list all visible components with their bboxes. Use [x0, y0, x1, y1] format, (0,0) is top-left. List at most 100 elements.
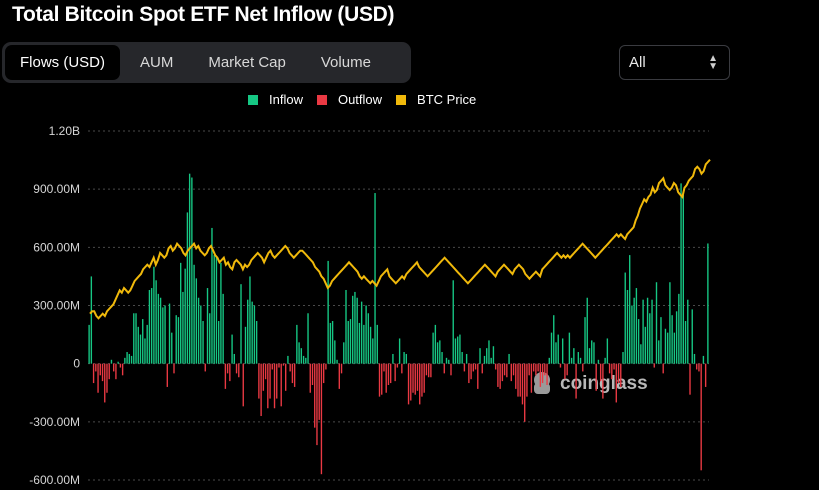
inflow-bar[interactable] [550, 332, 553, 364]
inflow-bar[interactable] [593, 342, 595, 364]
legend-item-inflow[interactable]: Inflow [248, 92, 303, 107]
outflow-bar[interactable] [662, 363, 664, 374]
outflow-bar[interactable] [481, 363, 483, 374]
outflow-bar[interactable] [468, 363, 470, 384]
inflow-bar[interactable] [110, 359, 113, 364]
outflow-bar[interactable] [235, 363, 238, 374]
inflow-bar[interactable] [240, 284, 242, 364]
outflow-bar[interactable] [92, 363, 95, 384]
outflow-bar[interactable] [595, 363, 597, 391]
outflow-bar[interactable] [615, 363, 617, 403]
inflow-bar[interactable] [300, 348, 303, 364]
inflow-bar[interactable] [148, 289, 151, 364]
inflow-bar[interactable] [573, 348, 575, 364]
outflow-bar[interactable] [450, 363, 452, 376]
outflow-bar[interactable] [416, 363, 419, 391]
inflow-bar[interactable] [360, 301, 363, 364]
inflow-bar[interactable] [640, 344, 642, 364]
inflow-bar[interactable] [206, 288, 209, 364]
inflow-bar[interactable] [553, 315, 555, 364]
outflow-bar[interactable] [463, 363, 466, 372]
outflow-bar[interactable] [477, 363, 479, 389]
inflow-bar[interactable] [193, 264, 195, 364]
inflow-bar[interactable] [345, 289, 347, 364]
inflow-bar[interactable] [135, 313, 137, 364]
inflow-bar[interactable] [680, 183, 682, 364]
inflow-bar[interactable] [675, 311, 678, 364]
inflow-bar[interactable] [202, 321, 204, 364]
inflow-bar[interactable] [249, 276, 251, 364]
inflow-bar[interactable] [629, 255, 631, 364]
inflow-bar[interactable] [180, 262, 182, 364]
outflow-bar[interactable] [499, 363, 501, 389]
outflow-bar[interactable] [387, 363, 390, 385]
outflow-bar[interactable] [383, 363, 385, 372]
outflow-bar[interactable] [696, 363, 698, 370]
inflow-bar[interactable] [153, 266, 155, 364]
outflow-bar[interactable] [378, 363, 381, 397]
inflow-bar[interactable] [124, 357, 126, 364]
outflow-bar[interactable] [537, 363, 539, 372]
inflow-bar[interactable] [392, 353, 394, 364]
outflow-bar[interactable] [698, 363, 700, 372]
outflow-bar[interactable] [258, 363, 260, 399]
outflow-bar[interactable] [524, 363, 526, 422]
outflow-bar[interactable] [602, 363, 604, 399]
inflow-bar[interactable] [682, 194, 684, 364]
inflow-bar[interactable] [343, 342, 345, 364]
inflow-bar[interactable] [508, 353, 510, 364]
inflow-bar[interactable] [155, 280, 157, 364]
inflow-bar[interactable] [184, 268, 186, 364]
outflow-bar[interactable] [494, 363, 497, 370]
inflow-bar[interactable] [182, 291, 184, 364]
inflow-bar[interactable] [139, 334, 142, 364]
inflow-bar[interactable] [209, 313, 211, 364]
inflow-bar[interactable] [405, 353, 408, 364]
inflow-bar[interactable] [436, 342, 439, 364]
inflow-bar[interactable] [591, 340, 593, 364]
inflow-bar[interactable] [577, 352, 580, 364]
inflow-bar[interactable] [492, 346, 495, 364]
inflow-bar[interactable] [231, 334, 233, 364]
outflow-bar[interactable] [121, 363, 124, 376]
inflow-bar[interactable] [126, 352, 128, 364]
outflow-bar[interactable] [282, 363, 285, 366]
outflow-bar[interactable] [276, 363, 278, 399]
inflow-bar[interactable] [117, 361, 119, 364]
outflow-bar[interactable] [97, 363, 99, 393]
outflow-bar[interactable] [617, 363, 620, 384]
outflow-bar[interactable] [521, 363, 524, 405]
outflow-bar[interactable] [414, 363, 416, 395]
outflow-bar[interactable] [544, 363, 546, 376]
inflow-bar[interactable] [157, 293, 160, 364]
inflow-bar[interactable] [631, 305, 633, 364]
inflow-bar[interactable] [649, 313, 651, 364]
inflow-bar[interactable] [691, 309, 693, 364]
outflow-bar[interactable] [421, 363, 423, 397]
inflow-bar[interactable] [644, 326, 647, 364]
outflow-bar[interactable] [106, 363, 108, 393]
outflow-bar[interactable] [278, 363, 280, 368]
outflow-bar[interactable] [291, 363, 294, 384]
inflow-bar[interactable] [459, 334, 461, 364]
outflow-bar[interactable] [226, 363, 229, 374]
inflow-bar[interactable] [168, 303, 171, 364]
inflow-bar[interactable] [159, 297, 162, 364]
inflow-bar[interactable] [432, 332, 434, 364]
inflow-bar[interactable] [307, 313, 309, 364]
inflow-bar[interactable] [188, 173, 191, 364]
inflow-bar[interactable] [457, 336, 459, 364]
inflow-bar[interactable] [329, 322, 332, 364]
outflow-bar[interactable] [267, 363, 269, 409]
outflow-bar[interactable] [95, 363, 97, 372]
outflow-bar[interactable] [532, 363, 535, 372]
inflow-bar[interactable] [244, 326, 247, 364]
outflow-bar[interactable] [340, 363, 343, 374]
outflow-bar[interactable] [410, 363, 412, 401]
inflow-bar[interactable] [439, 340, 441, 364]
inflow-bar[interactable] [651, 299, 653, 364]
inflow-bar[interactable] [88, 324, 90, 364]
tab-aum[interactable]: AUM [140, 54, 174, 71]
inflow-bar[interactable] [352, 295, 354, 364]
inflow-bar[interactable] [349, 319, 352, 364]
